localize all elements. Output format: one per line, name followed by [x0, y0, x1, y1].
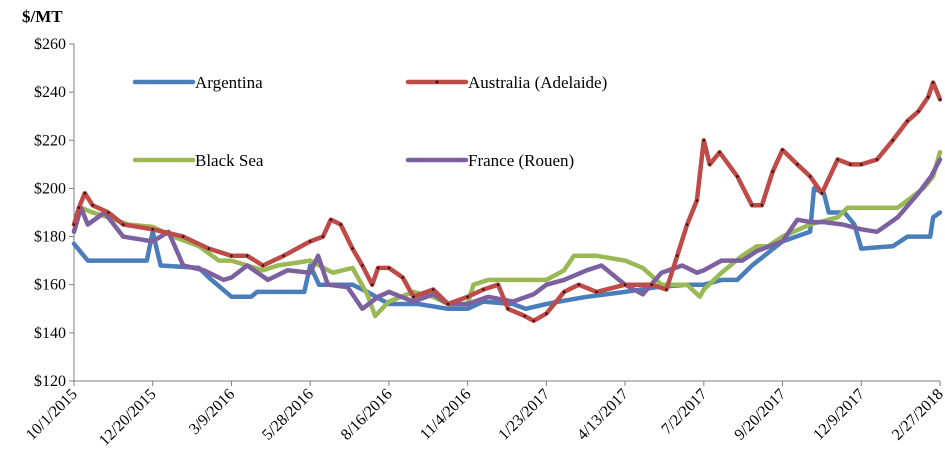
data-point-australia: [760, 204, 764, 207]
data-point-australia: [562, 290, 566, 294]
legend-label-argentina: Argentina: [195, 73, 263, 92]
data-point-australia: [245, 254, 249, 258]
data-point-australia: [261, 264, 265, 267]
data-point-australia: [545, 312, 548, 315]
series-line-black-sea: [71, 150, 943, 319]
data-point-australia: [412, 295, 415, 299]
x-tick-label: 12/20/2015: [96, 386, 160, 450]
y-tick-label: $180: [34, 229, 66, 246]
data-point-australia: [836, 158, 839, 161]
data-point-australia: [351, 247, 354, 250]
data-point-australia: [446, 302, 450, 306]
x-tick-label: 5/28/2016: [259, 386, 317, 444]
data-point-australia: [796, 163, 799, 166]
data-point-australia: [431, 288, 435, 291]
data-point-australia: [181, 235, 185, 238]
data-point-australia: [230, 254, 233, 258]
data-point-australia: [401, 276, 405, 279]
data-point-australia: [820, 191, 824, 195]
x-axis: 10/1/2015 12/20/2015 3/9/2016 5/28/2016 8/16…: [23, 380, 945, 450]
data-point-australia: [736, 175, 739, 178]
data-point-australia: [107, 211, 110, 214]
x-tick-label: 11/4/2016: [417, 386, 474, 443]
x-tick-label: 1/23/2017: [495, 386, 553, 444]
data-point-australia: [891, 139, 895, 142]
data-point-australia: [577, 283, 581, 287]
x-tick-label: 7/2/2017: [658, 386, 710, 438]
data-point-australia: [906, 119, 909, 123]
data-point-australia: [781, 148, 784, 152]
data-point-australia: [466, 295, 469, 299]
data-point-australia: [282, 254, 285, 258]
legend-label-france-rouen: France (Rouen): [468, 151, 574, 170]
data-point-australia: [650, 283, 653, 287]
y-tick-label: $160: [34, 277, 66, 294]
x-tick-label: 2/27/2018: [889, 386, 945, 444]
x-tick-label: 12/9/2017: [810, 386, 868, 444]
data-point-australia: [91, 204, 94, 207]
data-point-australia: [308, 240, 312, 243]
data-point-australia: [675, 254, 679, 258]
data-point-australia: [718, 151, 721, 154]
data-point-australia: [623, 283, 627, 287]
data-point-australia: [926, 95, 930, 99]
data-point-australia: [482, 288, 485, 291]
data-point-australia: [121, 223, 125, 226]
data-point-australia: [361, 264, 364, 267]
data-point-australia: [808, 175, 812, 178]
data-point-australia: [702, 139, 706, 142]
series-line-argentina: [71, 186, 943, 312]
legend-label-black-sea: Black Sea: [195, 151, 264, 170]
x-tick-label: 10/1/2015: [23, 386, 81, 444]
data-point-australia: [685, 223, 689, 226]
y-tick-label: $120: [34, 373, 66, 390]
data-point-australia: [376, 266, 380, 270]
y-axis: $120 $140 $160 $180 $200 $220 $240 $260: [34, 36, 75, 390]
data-point-australia: [917, 110, 920, 113]
data-point-australia: [849, 163, 852, 166]
data-point-australia: [532, 319, 535, 323]
series-layer: [71, 80, 943, 324]
legend-label-australia-adelaide: Australia (Adelaide): [468, 73, 607, 92]
y-axis-unit-label: $/MT: [22, 7, 63, 26]
legend-marker-australia: [435, 80, 439, 84]
data-point-australia: [708, 163, 711, 166]
data-point-australia: [750, 204, 754, 207]
data-point-australia: [370, 283, 374, 287]
series-line-australia-adelaide: [71, 80, 943, 324]
data-point-australia: [83, 191, 87, 195]
x-tick-label: 9/20/2017: [731, 386, 789, 444]
data-point-australia: [931, 81, 935, 84]
data-point-australia: [207, 247, 211, 250]
data-point-australia: [771, 170, 774, 173]
data-point-australia: [665, 288, 668, 291]
data-point-australia: [595, 290, 598, 294]
data-point-australia: [496, 283, 500, 287]
data-point-australia: [329, 218, 333, 221]
y-tick-label: $220: [34, 132, 66, 149]
y-tick-label: $260: [34, 36, 66, 53]
x-tick-label: 4/13/2017: [574, 386, 632, 444]
y-tick-label: $200: [34, 180, 66, 197]
data-point-australia: [339, 223, 343, 226]
data-point-australia: [523, 314, 526, 318]
x-tick-label: 8/16/2016: [338, 386, 396, 444]
y-tick-label: $240: [34, 84, 66, 101]
data-point-australia: [875, 158, 879, 161]
data-point-australia: [321, 235, 325, 238]
data-point-australia: [387, 266, 391, 270]
y-tick-label: $140: [34, 325, 66, 342]
x-tick-label: 3/9/2016: [186, 386, 238, 438]
legend: Argentina Australia (Adelaide) Black Sea Fr…: [132, 73, 607, 170]
data-point-australia: [151, 228, 154, 231]
series-line-france-rouen: [71, 157, 943, 312]
data-point-australia: [695, 199, 699, 202]
data-point-australia: [77, 206, 81, 209]
data-point-australia: [72, 223, 76, 226]
data-point-australia: [938, 98, 942, 101]
data-point-australia: [860, 163, 863, 166]
data-point-australia: [506, 307, 510, 311]
